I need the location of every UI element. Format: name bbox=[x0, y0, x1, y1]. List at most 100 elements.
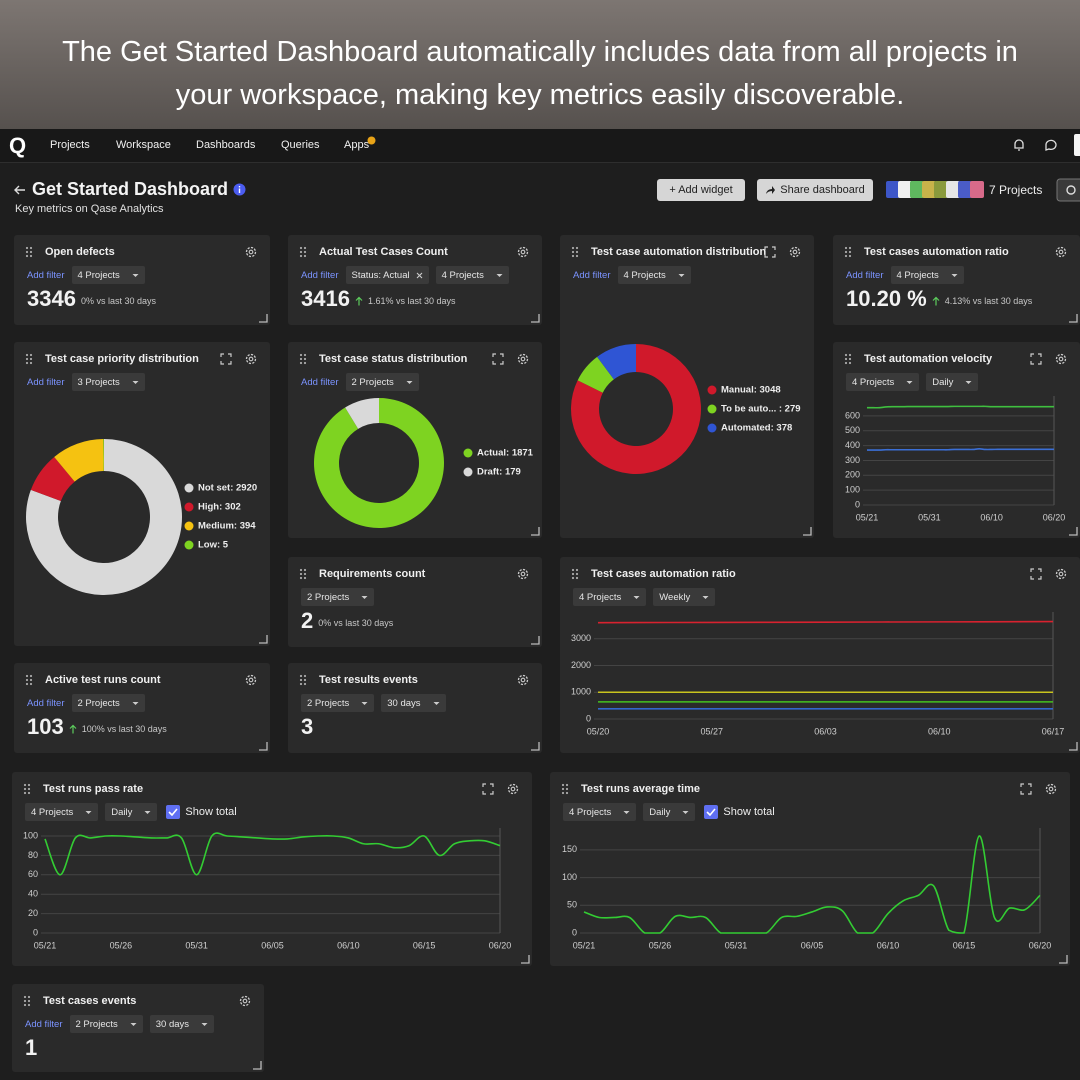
resize-handle[interactable] bbox=[530, 635, 540, 645]
back-arrow[interactable] bbox=[13, 184, 27, 196]
filter-chip[interactable]: 3 Projects bbox=[71, 373, 145, 391]
drag-handle[interactable] bbox=[299, 246, 307, 258]
filter-chip[interactable]: 30 days bbox=[149, 1015, 215, 1033]
add-filter-link[interactable]: Add filter bbox=[301, 269, 339, 281]
drag-handle[interactable] bbox=[299, 674, 307, 686]
settings-icon[interactable] bbox=[1044, 782, 1058, 796]
checkbox[interactable] bbox=[704, 805, 719, 819]
settings-button[interactable] bbox=[1056, 178, 1080, 202]
expand-icon[interactable] bbox=[482, 783, 494, 795]
resize-handle[interactable] bbox=[258, 741, 268, 751]
filter-chip[interactable]: Daily bbox=[105, 803, 158, 821]
settings-icon[interactable] bbox=[1054, 245, 1068, 259]
drag-handle[interactable] bbox=[299, 568, 307, 580]
filter-chip[interactable]: 4 Projects bbox=[71, 266, 145, 284]
settings-icon[interactable] bbox=[506, 782, 520, 796]
filter-chip[interactable]: 4 Projects bbox=[890, 266, 964, 284]
resize-handle[interactable] bbox=[1068, 526, 1078, 536]
expand-corners bbox=[1020, 783, 1032, 795]
filter-chip[interactable]: 2 Projects bbox=[71, 694, 145, 712]
expand-icon[interactable] bbox=[220, 353, 232, 365]
logo[interactable]: Q bbox=[9, 133, 27, 158]
settings-icon[interactable] bbox=[238, 994, 252, 1008]
add-filter-link[interactable]: Add filter bbox=[846, 269, 884, 281]
settings-icon[interactable] bbox=[516, 245, 530, 259]
settings-icon[interactable] bbox=[244, 245, 258, 259]
expand-icon[interactable] bbox=[764, 246, 776, 258]
settings-icon[interactable] bbox=[244, 673, 258, 687]
resize-handle[interactable] bbox=[530, 526, 540, 536]
settings-icon[interactable] bbox=[516, 352, 530, 366]
add-widget-button[interactable]: + Add widget bbox=[657, 179, 745, 201]
filter-chip[interactable]: 2 Projects bbox=[345, 373, 419, 391]
resize-handle[interactable] bbox=[530, 741, 540, 751]
resize-handle[interactable] bbox=[258, 634, 268, 644]
expand-icon[interactable] bbox=[492, 353, 504, 365]
gear-hub bbox=[1058, 249, 1064, 255]
settings-icon[interactable] bbox=[244, 352, 258, 366]
resize-handle[interactable] bbox=[1058, 954, 1068, 964]
drag-handle[interactable] bbox=[23, 995, 31, 1007]
drag-handle[interactable] bbox=[561, 783, 569, 795]
info-icon[interactable] bbox=[233, 183, 246, 196]
drag-handle[interactable] bbox=[299, 353, 307, 365]
expand-icon[interactable] bbox=[1030, 568, 1042, 580]
resize-handle[interactable] bbox=[1068, 313, 1078, 323]
bell-icon[interactable] bbox=[1012, 138, 1026, 152]
filter-chip[interactable]: Daily bbox=[926, 373, 979, 391]
nav-item[interactable]: Workspace bbox=[116, 139, 171, 151]
settings-icon[interactable] bbox=[516, 673, 530, 687]
add-filter-link[interactable]: Add filter bbox=[573, 269, 611, 281]
resize-handle[interactable] bbox=[252, 1060, 262, 1070]
filter-chip[interactable]: 4 Projects bbox=[573, 588, 647, 606]
filter-chip[interactable]: Status: Actual bbox=[345, 266, 429, 284]
settings-icon[interactable] bbox=[788, 245, 802, 259]
filter-chip[interactable]: Daily bbox=[643, 803, 696, 821]
settings-icon[interactable] bbox=[1054, 567, 1068, 581]
nav-item[interactable]: Dashboards bbox=[196, 139, 256, 151]
filter-chip[interactable]: 4 Projects bbox=[435, 266, 509, 284]
resize-handle[interactable] bbox=[520, 954, 530, 964]
share-dashboard-button[interactable]: Share dashboard bbox=[757, 179, 873, 201]
expand-icon[interactable] bbox=[1020, 783, 1032, 795]
filter-chip[interactable]: 4 Projects bbox=[846, 373, 920, 391]
add-filter-link[interactable]: Add filter bbox=[25, 1018, 63, 1030]
add-filter-link[interactable]: Add filter bbox=[27, 697, 65, 709]
resize-handle[interactable] bbox=[530, 313, 540, 323]
drag-handle[interactable] bbox=[571, 568, 579, 580]
drag-handle[interactable] bbox=[25, 353, 33, 365]
filter-chip[interactable]: 4 Projects bbox=[563, 803, 637, 821]
resize-handle[interactable] bbox=[802, 526, 812, 536]
drag-handle[interactable] bbox=[844, 353, 852, 365]
filter-chip[interactable]: 2 Projects bbox=[301, 694, 375, 712]
settings-icon[interactable] bbox=[516, 567, 530, 581]
nav-item[interactable]: Apps bbox=[344, 139, 370, 151]
filter-chip[interactable]: Weekly bbox=[653, 588, 716, 606]
resize-handle[interactable] bbox=[1068, 741, 1078, 751]
chat-icon[interactable] bbox=[1044, 138, 1058, 152]
add-filter-link[interactable]: Add filter bbox=[301, 376, 339, 388]
drag-handle[interactable] bbox=[571, 246, 579, 258]
filter-chip[interactable]: 30 days bbox=[381, 694, 446, 712]
filter-chip[interactable]: 2 Projects bbox=[69, 1015, 143, 1033]
expand-icon[interactable] bbox=[1030, 353, 1042, 365]
filter-chip[interactable]: 4 Projects bbox=[617, 266, 691, 284]
drag-handle[interactable] bbox=[23, 783, 31, 795]
filter-chip[interactable]: 2 Projects bbox=[301, 588, 375, 606]
drag-handle[interactable] bbox=[25, 674, 33, 686]
dot bbox=[27, 1003, 31, 1007]
projects-count[interactable]: 7 Projects bbox=[989, 183, 1043, 197]
drag-handle[interactable] bbox=[25, 246, 33, 258]
settings-icon[interactable] bbox=[1054, 352, 1068, 366]
drag-handle[interactable] bbox=[844, 246, 852, 258]
remove-icon[interactable] bbox=[416, 272, 423, 279]
filter-chip[interactable]: 4 Projects bbox=[25, 803, 99, 821]
nav-item[interactable]: Projects bbox=[50, 139, 90, 151]
nav-item[interactable]: Queries bbox=[281, 139, 320, 151]
add-filter-link[interactable]: Add filter bbox=[27, 269, 65, 281]
add-filter-link[interactable]: Add filter bbox=[27, 376, 65, 388]
project-avatars[interactable] bbox=[886, 180, 984, 199]
resize-handle[interactable] bbox=[258, 313, 268, 323]
avatar[interactable] bbox=[1073, 134, 1080, 156]
checkbox[interactable] bbox=[166, 805, 181, 819]
